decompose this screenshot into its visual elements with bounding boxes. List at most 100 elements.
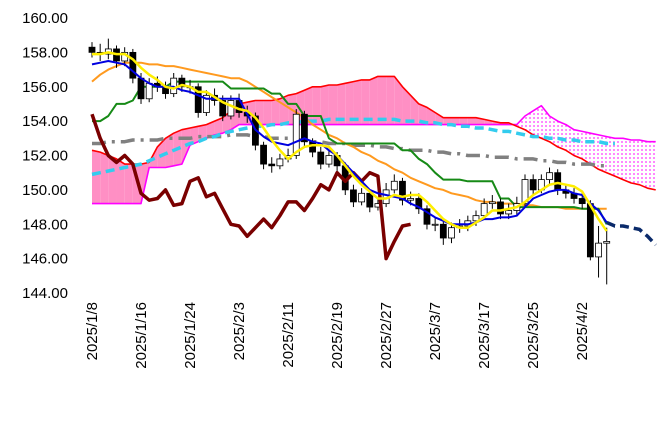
candle-body xyxy=(145,82,153,100)
candle-body xyxy=(415,198,423,210)
candle-body xyxy=(301,113,308,143)
y-tick-label: 150.00 xyxy=(22,182,68,199)
cloud-fill xyxy=(394,76,403,125)
cloud-fill xyxy=(328,85,338,125)
candle-body xyxy=(202,94,210,113)
line-series xyxy=(606,220,657,247)
candle-body xyxy=(390,180,398,191)
y-tick-label: 158.00 xyxy=(22,44,68,61)
cloud-fill xyxy=(361,79,370,125)
cloud-fill xyxy=(214,117,223,135)
x-tick-label: 2025/2/27 xyxy=(378,302,395,369)
line-series xyxy=(91,117,615,177)
cloud-fill xyxy=(451,117,460,125)
candle-body xyxy=(595,242,602,258)
cloud-fill xyxy=(92,150,101,204)
x-tick-label: 2025/2/19 xyxy=(329,302,346,369)
candle-body xyxy=(178,77,186,88)
cloud-fill xyxy=(337,83,346,125)
cloud-fill xyxy=(467,117,476,125)
x-tick-label: 2025/3/17 xyxy=(476,302,493,369)
cloud-fill xyxy=(525,110,534,135)
cloud-fill xyxy=(116,158,125,204)
x-tick-label: 2025/1/24 xyxy=(182,302,199,369)
cloud-fill xyxy=(124,164,133,204)
cloud-fill xyxy=(623,138,632,183)
candle-body xyxy=(423,208,431,225)
candle-body xyxy=(439,223,447,239)
candle-body xyxy=(276,158,284,167)
candle-body xyxy=(497,201,504,215)
x-tick-label: 2025/4/2 xyxy=(574,302,591,360)
cloud-fill xyxy=(565,124,575,156)
cloud-fill xyxy=(516,115,526,130)
candle-body xyxy=(88,46,96,53)
candle-body xyxy=(325,155,333,165)
line-series xyxy=(92,51,608,232)
cloud-fill xyxy=(206,121,215,139)
candle-body xyxy=(194,86,202,113)
candle-body xyxy=(137,77,145,100)
cloud-fill xyxy=(377,76,387,125)
cloud-fill xyxy=(386,76,395,125)
cloud-fill xyxy=(639,140,648,189)
cloud-fill xyxy=(631,140,640,185)
y-tick-label: 156.00 xyxy=(22,79,68,96)
candle-body xyxy=(472,215,480,222)
leading-span-a xyxy=(91,75,656,191)
cloud-fill xyxy=(533,105,542,139)
candle-body xyxy=(578,198,586,205)
y-tick-label: 160.00 xyxy=(22,10,68,27)
cloud-fill xyxy=(443,117,452,125)
candle-body xyxy=(366,192,374,208)
cloud-fill xyxy=(190,126,199,146)
cloud-fill xyxy=(582,131,591,165)
candle-body xyxy=(546,172,553,180)
candle-body xyxy=(407,198,415,201)
cloud-fill xyxy=(418,103,427,125)
cloud-fill xyxy=(271,98,280,125)
x-tick-label: 2025/3/25 xyxy=(525,302,542,369)
cloud-fill xyxy=(108,155,117,204)
candle-body xyxy=(505,210,513,215)
line-series xyxy=(91,60,608,226)
cloud-fill xyxy=(263,100,272,125)
candle-body xyxy=(480,203,488,217)
cloud-fill xyxy=(606,136,615,177)
y-tick-label: 144.00 xyxy=(22,285,68,302)
candle-body xyxy=(521,179,529,205)
x-tick-label: 2025/1/8 xyxy=(84,302,101,360)
candle-body xyxy=(219,100,227,117)
cloud-fill xyxy=(345,81,354,125)
cloud-fill xyxy=(574,129,583,159)
cloud-fill xyxy=(402,86,411,125)
candle-body xyxy=(529,179,537,191)
y-tick-label: 146.00 xyxy=(22,251,68,268)
cloud-fill xyxy=(165,133,174,168)
candle-body xyxy=(488,201,496,205)
candle-body xyxy=(317,151,325,165)
line-series xyxy=(92,80,608,225)
leading-span-b xyxy=(92,104,656,205)
cloud-fill xyxy=(369,76,378,125)
cloud-fill xyxy=(312,86,321,125)
candle-body xyxy=(129,51,137,79)
cloud-fill xyxy=(320,85,329,125)
cloud-fill xyxy=(100,152,109,204)
candle-body xyxy=(603,241,611,244)
candle-body xyxy=(227,100,235,117)
y-tick-label: 154.00 xyxy=(22,113,68,130)
x-tick-label: 2025/1/16 xyxy=(133,302,150,369)
y-tick-label: 148.00 xyxy=(22,216,68,233)
candle-body xyxy=(260,144,267,165)
candle-body xyxy=(431,223,439,226)
cloud-fill xyxy=(647,141,656,190)
x-tick-label: 2025/2/11 xyxy=(280,302,297,368)
candle-body xyxy=(399,180,406,201)
cloud-fill xyxy=(353,79,362,125)
y-tick-label: 152.00 xyxy=(22,148,68,165)
candle-body xyxy=(292,113,300,156)
cloud-fill xyxy=(557,121,566,151)
candle-body xyxy=(554,172,562,191)
candle-body xyxy=(358,192,366,203)
